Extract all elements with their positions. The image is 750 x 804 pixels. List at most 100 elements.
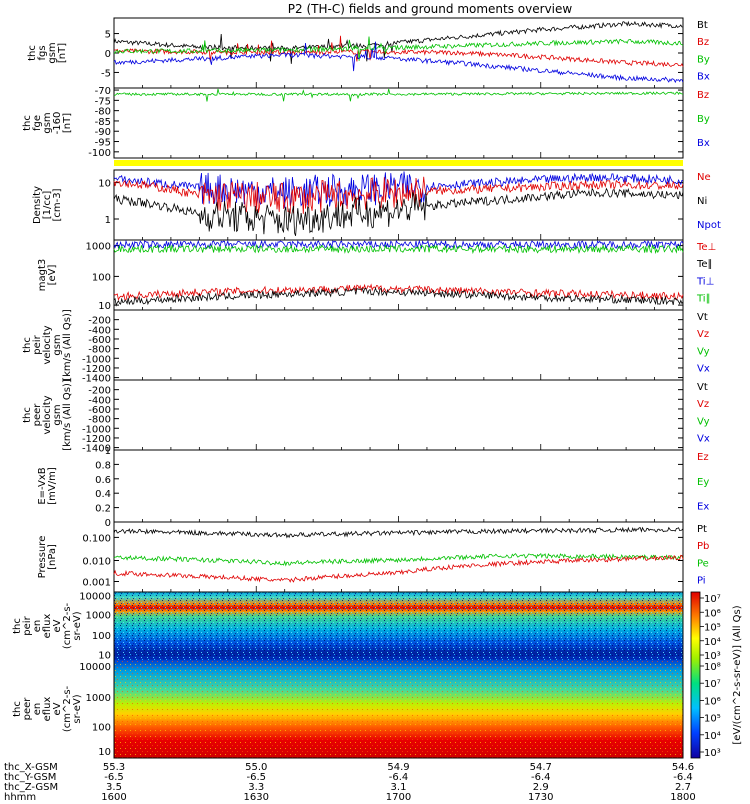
ytick-label: -100 <box>88 148 111 159</box>
footer-row-label: thc_X-GSM <box>4 762 58 773</box>
ytick-label: -800 <box>88 345 111 356</box>
ytick-label: 100 <box>92 631 111 642</box>
footer-value: 2.7 <box>675 782 691 793</box>
legend-Vz: Vz <box>697 329 709 340</box>
ylabel-line: peir <box>22 615 33 635</box>
ylabel-line: [eV] <box>47 265 58 286</box>
colorbar-tick: 10⁷ <box>704 594 721 605</box>
legend-Vt: Vt <box>697 382 708 393</box>
footer-value: 1800 <box>670 792 695 800</box>
colorbar-tick: 10⁷ <box>704 679 721 690</box>
legend-Bz: Bz <box>697 90 709 101</box>
panel-frame-peer <box>113 379 684 451</box>
ytick-label: -400 <box>88 395 111 406</box>
ytick-label: 1 <box>105 446 111 457</box>
series-density-Npot <box>113 171 684 209</box>
ylabel-line: eflux <box>42 697 53 722</box>
ylabel-line: Pressure <box>37 536 48 579</box>
footer-value: 1630 <box>244 792 269 800</box>
ytick-label: 0.100 <box>82 533 111 544</box>
ytick-label: -200 <box>88 386 111 397</box>
legend-Vy: Vy <box>697 346 710 357</box>
ytick-label: -1200 <box>82 434 111 445</box>
ylabel-line: peer <box>32 403 43 427</box>
ytick-label: -1400 <box>82 444 111 455</box>
series-fgs-Bz <box>113 35 684 68</box>
ylabel-line: velocity <box>42 395 53 434</box>
ytick-label: -400 <box>88 325 111 336</box>
legend-Ez: Ez <box>697 452 709 463</box>
series-fgs-Bx <box>113 41 684 84</box>
colorbar-tick: 10⁸ <box>704 662 721 673</box>
legend-Pi: Pi <box>697 575 706 586</box>
footer-value: 3.1 <box>391 782 407 793</box>
ylabel-line: en <box>32 703 43 716</box>
ytick-label: 10000 <box>79 591 111 602</box>
ylabel-line: thc <box>22 115 33 131</box>
ylabel-line: -160 <box>52 112 63 135</box>
ytick-label: 10 <box>98 747 111 758</box>
series-pressure-Pt <box>113 526 684 539</box>
legend-Ey: Ey <box>697 477 709 488</box>
legend-Ex: Ex <box>697 502 709 513</box>
footer-value: 55.0 <box>245 762 267 773</box>
legend-Bt: Bt <box>697 20 708 31</box>
colorbar-tick: 10⁴ <box>704 637 721 648</box>
ylabel-line: [1/cc] <box>42 191 53 220</box>
ylabel-line: [nPa] <box>47 544 58 570</box>
ylabel-line: gsm <box>47 42 58 63</box>
ylabel-line: peer <box>22 697 33 721</box>
ytick-label: 1000 <box>86 610 111 621</box>
ylabel-line: en <box>32 620 43 633</box>
ylabel-line: [nT] <box>57 43 68 63</box>
ylabel-line: sr-eV) <box>72 694 83 723</box>
ytick-label: 0.6 <box>95 475 111 486</box>
ytick-label: 10 <box>98 651 111 662</box>
colorbar-tick: 10³ <box>704 748 721 759</box>
footer-value: 1730 <box>528 792 553 800</box>
ytick-label: -5 <box>101 68 111 79</box>
legend-Vz: Vz <box>697 399 709 410</box>
panel-frame-efield <box>113 449 684 523</box>
ylabel-line: thc <box>27 45 38 61</box>
legend-Ti∥: Ti∥ <box>696 293 711 304</box>
ylabel-line: (cm^2-s- <box>62 602 73 649</box>
ytick-label: -90 <box>95 127 111 138</box>
ylabel-line: [km/s (All Qs)] <box>62 309 73 381</box>
footer-value: 54.7 <box>530 762 552 773</box>
ylabel-line: fge <box>32 115 43 131</box>
ytick-label: 100 <box>92 723 111 734</box>
ylabel-line: fgs <box>37 45 48 60</box>
footer-value: 54.6 <box>672 762 694 773</box>
legend-Te∥: Te∥ <box>696 259 713 270</box>
ytick-label: -1000 <box>82 424 111 435</box>
ytick-label: 0.010 <box>82 557 111 568</box>
panel-frame-density <box>113 169 684 241</box>
ylabel-line: [nT] <box>62 113 73 133</box>
ytick-label: 1000 <box>86 693 111 704</box>
series-fgs-By <box>113 36 684 61</box>
footer-value: 54.9 <box>387 762 409 773</box>
colorbar-tick: 10³ <box>704 651 721 662</box>
ytick-label: -70 <box>95 86 111 97</box>
ytick-label: 1 <box>105 215 111 226</box>
legend-Pe: Pe <box>697 558 709 569</box>
legend-Ni: Ni <box>697 196 707 207</box>
ytick-label: 0 <box>105 49 111 60</box>
panel-frame-fge <box>113 87 684 159</box>
ylabel-line: magt3 <box>37 259 48 292</box>
footer-value: 2.9 <box>533 782 549 793</box>
ytick-label: 0.4 <box>95 489 111 500</box>
legend-Pt: Pt <box>697 524 707 535</box>
footer-value: 1700 <box>386 792 411 800</box>
footer-value: -6.4 <box>389 772 409 783</box>
ytick-label: 100 <box>92 272 111 283</box>
colorbar-tick: 10⁶ <box>704 608 721 619</box>
yellow-flag-band <box>114 160 683 166</box>
footer-value: 55.3 <box>103 762 125 773</box>
ytick-label: -80 <box>95 107 111 118</box>
colorbar-tick: 10⁵ <box>704 714 721 725</box>
